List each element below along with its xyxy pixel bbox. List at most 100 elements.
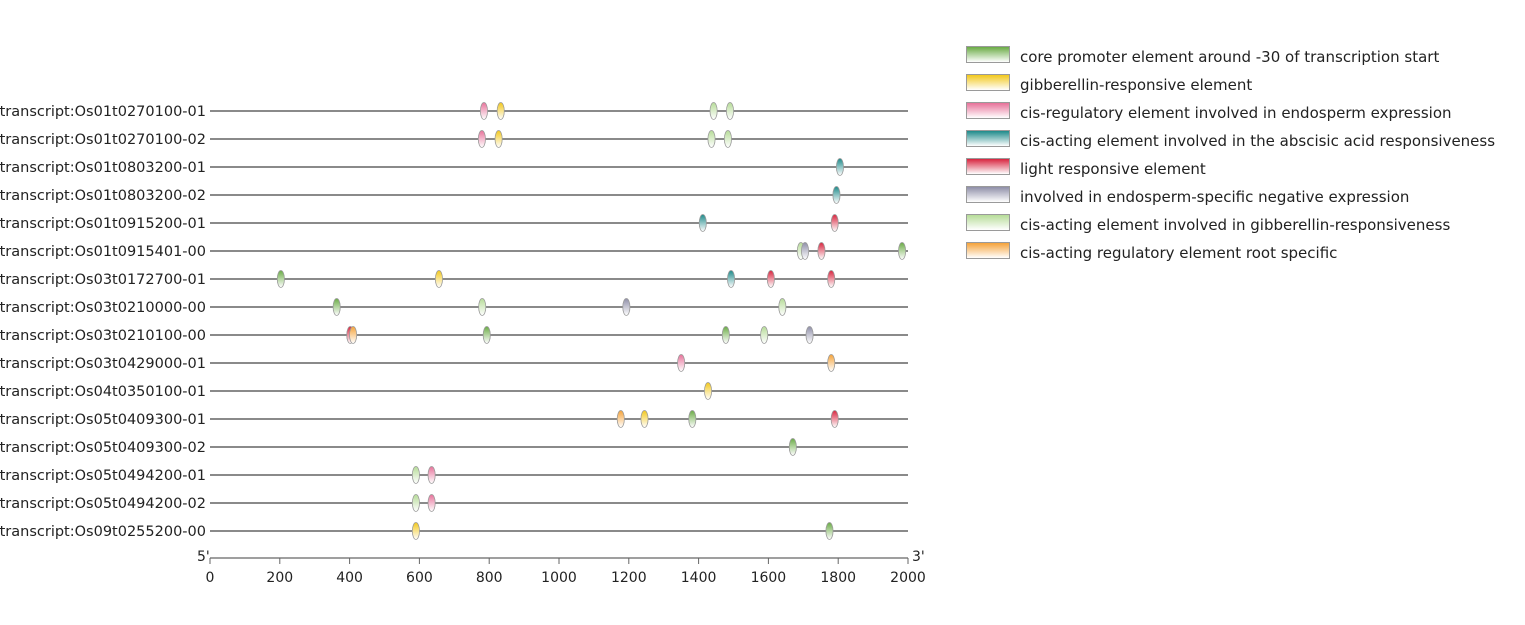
transcript-row: transcript:Os01t0915200-01 (0, 214, 908, 232)
transcript-row: transcript:Os05t0494200-02 (0, 494, 908, 512)
transcript-row: transcript:Os01t0915401-00 (0, 242, 908, 260)
motif-mark-aba (832, 186, 841, 204)
legend-label: cis-acting element involved in the absci… (1020, 132, 1496, 150)
rows-layer: transcript:Os01t0270100-01 transcript:Os0… (0, 102, 908, 540)
motif-mark-core (482, 326, 491, 344)
motif-mark-gib2 (778, 298, 787, 316)
transcript-row: transcript:Os03t0210000-00 (0, 298, 908, 316)
motif-mark-light (817, 242, 826, 260)
motif-mark-aba (835, 158, 844, 176)
row-label: transcript:Os03t0210000-00 (0, 300, 206, 316)
x-axis: 5' 3' 0 200 400 600 800 1000 1200 1400 1600 1800 2… (197, 549, 926, 586)
row-label: transcript:Os01t0270100-01 (0, 104, 206, 120)
x-tick-label: 800 (476, 570, 503, 586)
row-label: transcript:Os03t0210100-00 (0, 328, 206, 344)
x-tick-label: 1400 (681, 570, 717, 586)
motif-mark-core (276, 270, 285, 288)
row-label: transcript:Os05t0494200-01 (0, 468, 206, 484)
motif-mark-endo (479, 102, 488, 120)
transcript-row: transcript:Os03t0210100-00 (0, 326, 908, 344)
motif-mark-neg (801, 242, 810, 260)
row-label: transcript:Os01t0915200-01 (0, 216, 206, 232)
motif-mark-gib2 (760, 326, 769, 344)
legend-label: light responsive element (1020, 160, 1206, 178)
motif-mark-gib2 (707, 130, 716, 148)
transcript-row: transcript:Os03t0172700-01 (0, 270, 908, 288)
motif-mark-gib (496, 102, 505, 120)
transcript-row: transcript:Os03t0429000-01 (0, 354, 908, 372)
motif-mark-gib2 (723, 130, 732, 148)
motif-mark-core (721, 326, 730, 344)
legend-swatch (966, 102, 1010, 119)
motif-mark-core (788, 438, 797, 456)
row-label: transcript:Os01t0270100-02 (0, 132, 206, 148)
x-tick-label: 1600 (751, 570, 787, 586)
motif-mark-gib (494, 130, 503, 148)
motif-mark-endo (427, 466, 436, 484)
x-tick-label: 1800 (820, 570, 856, 586)
row-label: transcript:Os05t0409300-01 (0, 412, 206, 428)
legend-label: gibberellin-responsive element (1020, 76, 1253, 94)
motif-mark-core (825, 522, 834, 540)
motif-mark-gib2 (411, 466, 420, 484)
legend-label: cis-acting regulatory element root speci… (1020, 244, 1338, 262)
legend-swatch (966, 130, 1010, 147)
x-tick-label: 0 (206, 570, 215, 586)
motif-mark-light (830, 410, 839, 428)
motif-mark-endo (477, 130, 486, 148)
transcript-row: transcript:Os05t0409300-01 (0, 410, 908, 428)
motif-mark-gib2 (478, 298, 487, 316)
motif-mark-gib (411, 522, 420, 540)
transcript-row: transcript:Os01t0803200-01 (0, 158, 908, 176)
row-label: transcript:Os03t0172700-01 (0, 272, 206, 288)
motif-mark-neg (805, 326, 814, 344)
row-label: transcript:Os09t0255200-00 (0, 524, 206, 540)
motif-mark-neg (622, 298, 631, 316)
motif-mark-root (349, 326, 358, 344)
motif-mark-core (688, 410, 697, 428)
motif-mark-gib2 (709, 102, 718, 120)
legend-swatch (966, 46, 1010, 63)
motif-mark-aba (698, 214, 707, 232)
transcript-row: transcript:Os01t0270100-02 (0, 130, 908, 148)
five-prime-label: 5' (197, 549, 210, 565)
transcript-row: transcript:Os05t0409300-02 (0, 438, 908, 456)
motif-mark-gib2 (726, 102, 735, 120)
motif-mark-light (827, 270, 836, 288)
transcript-row: transcript:Os04t0350100-01 (0, 382, 908, 400)
legend-swatch (966, 186, 1010, 203)
x-tick-label: 400 (336, 570, 363, 586)
motif-mark-root (616, 410, 625, 428)
transcript-row: transcript:Os05t0494200-01 (0, 466, 908, 484)
motif-mark-gib (640, 410, 649, 428)
motif-chart: transcript:Os01t0270100-01 transcript:Os0… (0, 102, 926, 586)
motif-mark-aba (727, 270, 736, 288)
motif-mark-gib (704, 382, 713, 400)
motif-mark-gib2 (411, 494, 420, 512)
legend-label: cis-regulatory element involved in endos… (1020, 104, 1452, 122)
motif-mark-core (898, 242, 907, 260)
x-tick-label: 1000 (541, 570, 577, 586)
motif-mark-endo (427, 494, 436, 512)
legend-swatch (966, 158, 1010, 175)
motif-mark-light (830, 214, 839, 232)
legend-label: involved in endosperm-specific negative … (1020, 188, 1410, 206)
transcript-row: transcript:Os01t0270100-01 (0, 102, 908, 120)
row-label: transcript:Os01t0915401-00 (0, 244, 206, 260)
legend-label: core promoter element around -30 of tran… (1020, 48, 1440, 66)
three-prime-label: 3' (912, 549, 925, 565)
row-label: transcript:Os01t0803200-01 (0, 160, 206, 176)
transcript-row: transcript:Os01t0803200-02 (0, 186, 908, 204)
legend-swatch (966, 74, 1010, 91)
motif-mark-core (332, 298, 341, 316)
legend-swatch (966, 214, 1010, 231)
motif-mark-gib (434, 270, 443, 288)
motif-mark-endo (677, 354, 686, 372)
x-tick-label: 200 (266, 570, 293, 586)
row-label: transcript:Os04t0350100-01 (0, 384, 206, 400)
row-label: transcript:Os03t0429000-01 (0, 356, 206, 372)
row-label: transcript:Os05t0494200-02 (0, 496, 206, 512)
x-tick-label: 1200 (611, 570, 647, 586)
x-tick-label: 600 (406, 570, 433, 586)
transcript-row: transcript:Os09t0255200-00 (0, 522, 908, 540)
